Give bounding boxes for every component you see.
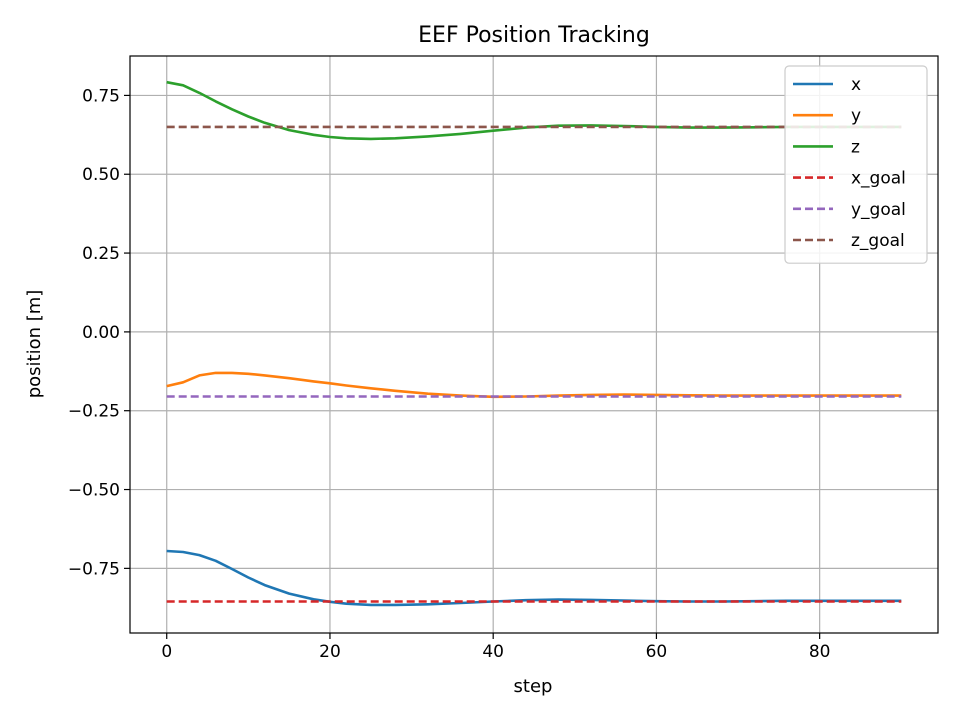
x-axis-label: step — [514, 676, 553, 697]
legend-label-z-goal: z_goal — [851, 231, 905, 251]
y-tick-label: 0.00 — [82, 323, 120, 343]
legend-label-x: x — [851, 75, 861, 95]
x-tick-label: 20 — [319, 642, 341, 662]
y-tick-label: 0.50 — [82, 165, 120, 185]
chart-title: EEF Position Tracking — [418, 23, 650, 48]
series-lines — [166, 80, 902, 607]
y-tick-label: −0.50 — [68, 481, 120, 501]
legend-label-y-goal: y_goal — [851, 200, 906, 220]
legend-label-x-goal: x_goal — [851, 169, 906, 189]
y-tick-label: 0.75 — [82, 86, 120, 106]
legend-label-z: z — [851, 137, 860, 157]
plot-area-frame — [129, 55, 939, 634]
x-tick-label: 80 — [809, 642, 831, 662]
y-tick-label: −0.25 — [68, 402, 120, 422]
legend: xyz x_goal y_goal z_goal — [784, 65, 928, 264]
axis-ticks: 0 20 40 60 80 0.75 0.50 0.25 0.00 −0.25 −0.50 −0.75 — [68, 86, 831, 662]
x-tick-label: 40 — [482, 642, 504, 662]
y-tick-label: −0.75 — [68, 559, 120, 579]
grid — [130, 56, 938, 633]
x-tick-label: 60 — [646, 642, 668, 662]
y-tick-label: 0.25 — [82, 244, 120, 264]
x-tick-label: 0 — [161, 642, 172, 662]
series-line-z — [166, 80, 902, 141]
y-axis-label: position [m] — [24, 290, 45, 399]
series-line-x — [166, 549, 902, 607]
legend-label-y: y — [851, 106, 861, 126]
